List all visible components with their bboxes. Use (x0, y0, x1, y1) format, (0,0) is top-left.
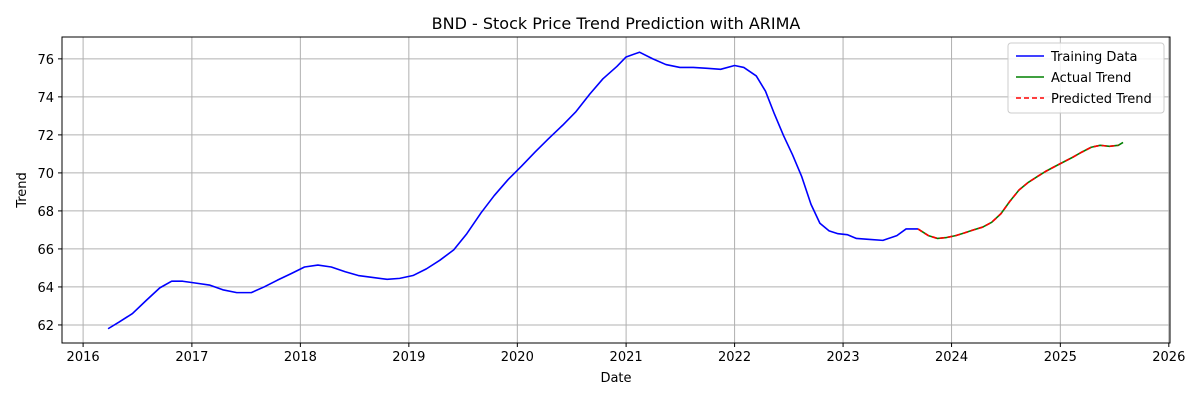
y-axis-ticks: 62 64 66 68 70 72 74 76 (37, 53, 62, 334)
y-axis-label: Trend (15, 172, 30, 209)
legend-label: Predicted Trend (1051, 92, 1152, 107)
chart-title: BND - Stock Price Trend Prediction with … (432, 14, 801, 33)
x-tick-label: 2020 (501, 350, 534, 365)
x-tick-label: 2019 (392, 350, 425, 365)
series-line-1 (107, 51, 918, 330)
y-tick-label: 66 (37, 243, 54, 258)
y-tick-label: 68 (37, 205, 54, 220)
series-line-2 (917, 141, 1124, 240)
y-tick-label: 74 (37, 91, 54, 106)
x-tick-label: 2023 (827, 350, 860, 365)
grid-lines (62, 37, 1170, 343)
legend-box (1007, 42, 1165, 114)
x-tick-label: 2022 (718, 350, 751, 365)
x-tick-label: 2026 (1152, 350, 1185, 365)
x-tick-label: 2024 (935, 350, 968, 365)
y-tick-label: 70 (37, 167, 54, 182)
x-tick-label: 2016 (67, 350, 100, 365)
legend-label: Actual Trend (1051, 71, 1131, 86)
series-line-3 (917, 144, 1119, 240)
legend: Training Data Actual Trend Predicted Trend (1007, 42, 1165, 114)
y-tick-label: 64 (37, 281, 54, 296)
y-tick-label: 76 (37, 53, 54, 68)
series-lines (107, 51, 1124, 330)
x-axis-label: Date (600, 371, 631, 386)
plot-area-frame (61, 36, 1171, 344)
legend-label: Training Data (1050, 50, 1137, 65)
y-tick-label: 72 (37, 129, 54, 144)
y-tick-label: 62 (37, 319, 54, 334)
x-axis-ticks: 2016 2017 2018 2019 2020 2021 2022 2023 2024 2025… (67, 343, 1185, 365)
x-tick-label: 2025 (1044, 350, 1077, 365)
x-tick-label: 2021 (610, 350, 643, 365)
x-tick-label: 2018 (284, 350, 317, 365)
x-tick-label: 2017 (175, 350, 208, 365)
